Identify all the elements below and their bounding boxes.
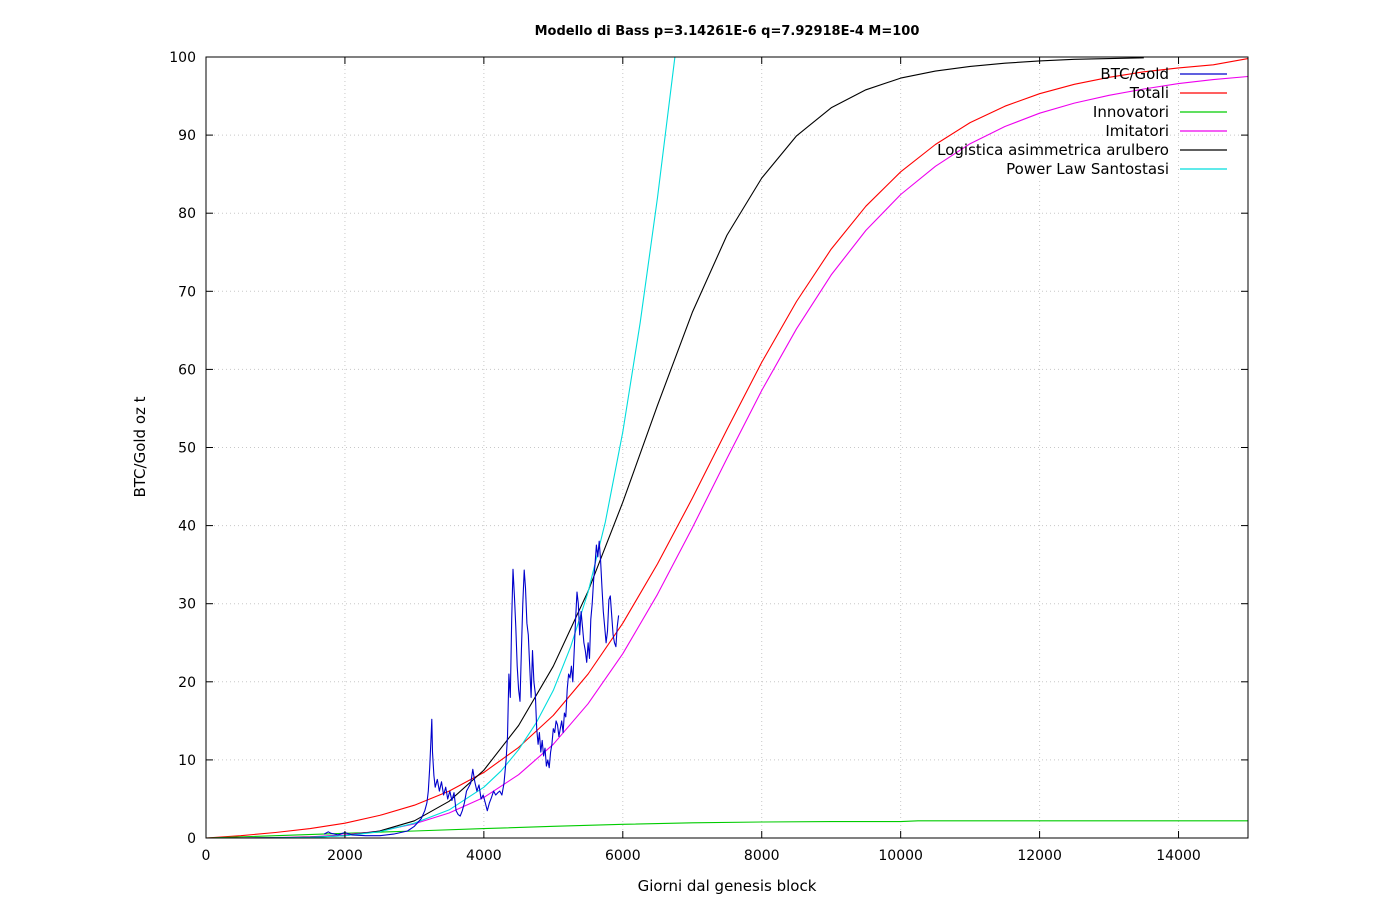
series-line-innovatori: [205, 820, 1248, 839]
legend-label: Totali: [1129, 84, 1169, 102]
x-axis-title: Giorni dal genesis block: [638, 877, 817, 895]
legend-label: Power Law Santostasi: [1006, 160, 1169, 178]
x-tick-label: 2000: [327, 848, 363, 864]
y-tick-label: 90: [178, 128, 196, 144]
legend-label: Logistica asimmetrica arulbero: [937, 141, 1169, 159]
y-tick-label: 40: [178, 519, 196, 535]
series-line-totali: [205, 58, 1249, 839]
y-tick-label: 30: [178, 597, 196, 613]
y-axis-title: BTC/Gold oz t: [131, 396, 149, 497]
x-tick-label: 0: [202, 848, 211, 864]
y-tick-label: 70: [178, 284, 196, 300]
series-line-btc-gold: [323, 540, 620, 837]
y-tick-label: 80: [178, 206, 196, 222]
series-layer: [205, 56, 1249, 839]
x-tick-label: 10000: [878, 848, 923, 864]
y-tick-label: 10: [178, 753, 196, 769]
x-tick-label: 6000: [605, 848, 641, 864]
x-tick-label: 14000: [1156, 848, 1201, 864]
x-tick-label: 4000: [466, 848, 502, 864]
series-line-power-law-santostasi: [206, 56, 676, 839]
y-tick-label: 0: [187, 831, 196, 847]
legend: BTC/GoldTotaliInnovatoriImitatoriLogisti…: [937, 65, 1227, 178]
legend-label: Imitatori: [1105, 122, 1169, 140]
axis-ticks: 0 2000 4000 6000 8000 10000 12000 14000 0 10 20 30 4…: [169, 50, 1248, 864]
y-tick-label: 50: [178, 441, 196, 457]
chart-title: Modello di Bass p=3.14261E-6 q=7.92918E-…: [535, 24, 920, 39]
y-tick-label: 100: [169, 50, 196, 66]
grid: [206, 57, 1248, 838]
y-tick-label: 20: [178, 675, 196, 691]
x-tick-label: 8000: [744, 848, 780, 864]
x-tick-label: 12000: [1017, 848, 1062, 864]
legend-label: Innovatori: [1093, 103, 1169, 121]
series-line-imitatori: [205, 75, 1249, 839]
legend-label: BTC/Gold: [1100, 65, 1169, 83]
y-tick-label: 60: [178, 362, 196, 378]
